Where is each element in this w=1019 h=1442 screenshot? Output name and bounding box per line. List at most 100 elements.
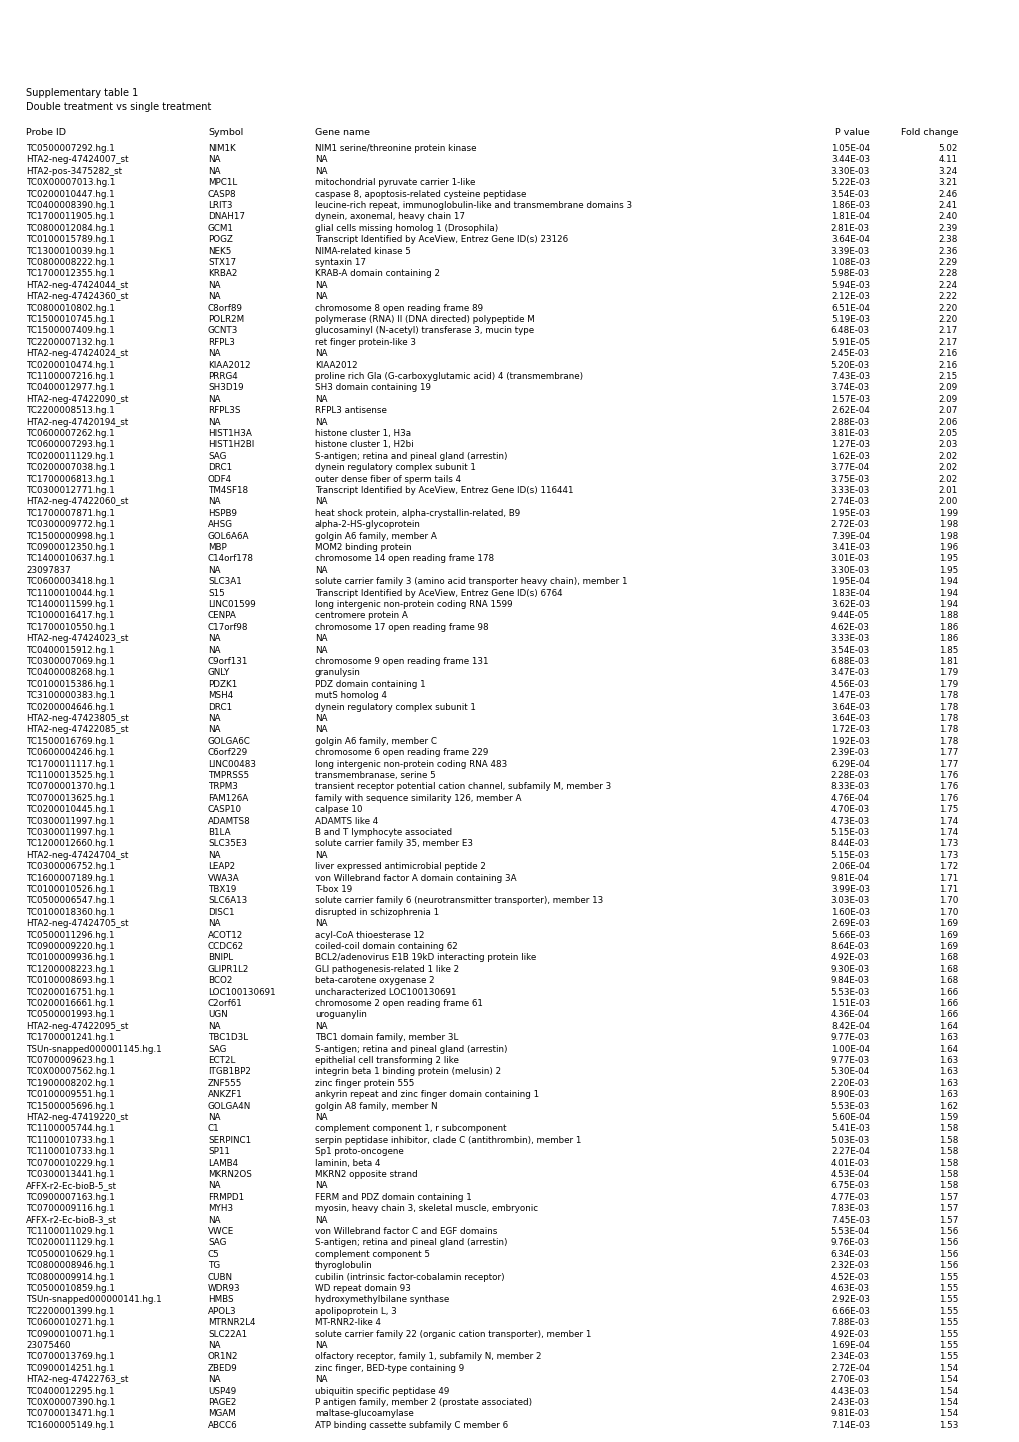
Text: TM4SF18: TM4SF18 <box>208 486 248 495</box>
Text: 1.68: 1.68 <box>937 976 957 985</box>
Text: PDZ domain containing 1: PDZ domain containing 1 <box>315 679 425 689</box>
Text: 2.05: 2.05 <box>937 430 957 438</box>
Text: TC1100010733.hg.1: TC1100010733.hg.1 <box>25 1148 115 1156</box>
Text: NA: NA <box>208 1181 220 1191</box>
Text: 3.77E-04: 3.77E-04 <box>829 463 869 472</box>
Text: WD repeat domain 93: WD repeat domain 93 <box>315 1283 411 1293</box>
Text: 3.47E-03: 3.47E-03 <box>829 669 869 678</box>
Text: NA: NA <box>208 646 220 655</box>
Text: LRIT3: LRIT3 <box>208 200 232 211</box>
Text: 2.39: 2.39 <box>937 224 957 232</box>
Text: 1.73: 1.73 <box>937 839 957 848</box>
Text: TC0100018360.hg.1: TC0100018360.hg.1 <box>25 908 115 917</box>
Text: TC0700009116.hg.1: TC0700009116.hg.1 <box>25 1204 114 1213</box>
Text: TC0100008693.hg.1: TC0100008693.hg.1 <box>25 976 115 985</box>
Text: 7.45E-03: 7.45E-03 <box>829 1216 869 1224</box>
Text: NA: NA <box>208 349 220 358</box>
Text: golgin A6 family, member C: golgin A6 family, member C <box>315 737 436 746</box>
Text: TC1500005696.hg.1: TC1500005696.hg.1 <box>25 1102 114 1110</box>
Text: MT-RNR2-like 4: MT-RNR2-like 4 <box>315 1318 381 1327</box>
Text: Symbol: Symbol <box>208 128 243 137</box>
Text: TC0X00007562.hg.1: TC0X00007562.hg.1 <box>25 1067 115 1076</box>
Text: HTA2-neg-47424704_st: HTA2-neg-47424704_st <box>25 851 128 859</box>
Text: 6.66E-03: 6.66E-03 <box>830 1306 869 1315</box>
Text: 3.64E-03: 3.64E-03 <box>830 702 869 711</box>
Text: 9.44E-05: 9.44E-05 <box>830 611 869 620</box>
Text: hydroxymethylbilane synthase: hydroxymethylbilane synthase <box>315 1295 448 1305</box>
Text: NA: NA <box>208 1216 220 1224</box>
Text: ankyrin repeat and zinc finger domain containing 1: ankyrin repeat and zinc finger domain co… <box>315 1090 539 1099</box>
Text: TSUn-snapped000000141.hg.1: TSUn-snapped000000141.hg.1 <box>25 1295 161 1305</box>
Text: serpin peptidase inhibitor, clade C (antithrombin), member 1: serpin peptidase inhibitor, clade C (ant… <box>315 1136 581 1145</box>
Text: 3.81E-03: 3.81E-03 <box>829 430 869 438</box>
Text: 1.98: 1.98 <box>937 532 957 541</box>
Text: TC0500011296.hg.1: TC0500011296.hg.1 <box>25 930 114 940</box>
Text: POGZ: POGZ <box>208 235 232 244</box>
Text: 4.52E-03: 4.52E-03 <box>830 1273 869 1282</box>
Text: 1.66: 1.66 <box>937 1011 957 1019</box>
Text: 3.64E-04: 3.64E-04 <box>830 235 869 244</box>
Text: 6.34E-03: 6.34E-03 <box>830 1250 869 1259</box>
Text: disrupted in schizophrenia 1: disrupted in schizophrenia 1 <box>315 908 439 917</box>
Text: long intergenic non-protein coding RNA 483: long intergenic non-protein coding RNA 4… <box>315 760 506 769</box>
Text: HTA2-neg-47424360_st: HTA2-neg-47424360_st <box>25 293 128 301</box>
Text: 4.36E-04: 4.36E-04 <box>830 1011 869 1019</box>
Text: KIAA2012: KIAA2012 <box>315 360 358 369</box>
Text: 7.88E-03: 7.88E-03 <box>829 1318 869 1327</box>
Text: 1.56: 1.56 <box>937 1250 957 1259</box>
Text: uncharacterized LOC100130691: uncharacterized LOC100130691 <box>315 988 457 996</box>
Text: 3.99E-03: 3.99E-03 <box>830 885 869 894</box>
Text: TC1600007189.hg.1: TC1600007189.hg.1 <box>25 874 114 883</box>
Text: 2.16: 2.16 <box>937 349 957 358</box>
Text: 2.01: 2.01 <box>937 486 957 495</box>
Text: TC0900009220.hg.1: TC0900009220.hg.1 <box>25 942 114 952</box>
Text: NA: NA <box>208 725 220 734</box>
Text: FAM126A: FAM126A <box>208 793 248 803</box>
Text: NA: NA <box>315 497 327 506</box>
Text: SP11: SP11 <box>208 1148 229 1156</box>
Text: PDZK1: PDZK1 <box>208 679 237 689</box>
Text: TC0700013625.hg.1: TC0700013625.hg.1 <box>25 793 115 803</box>
Text: 3.33E-03: 3.33E-03 <box>829 486 869 495</box>
Text: TBX19: TBX19 <box>208 885 236 894</box>
Text: chromosome 9 open reading frame 131: chromosome 9 open reading frame 131 <box>315 658 488 666</box>
Text: TC0100015386.hg.1: TC0100015386.hg.1 <box>25 679 115 689</box>
Text: 1.69: 1.69 <box>937 919 957 929</box>
Text: BCL2/adenovirus E1B 19kD interacting protein like: BCL2/adenovirus E1B 19kD interacting pro… <box>315 953 536 962</box>
Text: 2.46: 2.46 <box>937 189 957 199</box>
Text: 9.77E-03: 9.77E-03 <box>829 1034 869 1043</box>
Text: HIST1H2BI: HIST1H2BI <box>208 440 254 450</box>
Text: 1.79: 1.79 <box>937 679 957 689</box>
Text: 1.55: 1.55 <box>937 1330 957 1338</box>
Text: 1.64: 1.64 <box>937 1044 957 1054</box>
Text: TC0400012977.hg.1: TC0400012977.hg.1 <box>25 384 114 392</box>
Text: GCNT3: GCNT3 <box>208 326 238 336</box>
Text: MKRN2 opposite strand: MKRN2 opposite strand <box>315 1169 417 1180</box>
Text: 9.81E-04: 9.81E-04 <box>830 874 869 883</box>
Text: 3.54E-03: 3.54E-03 <box>829 646 869 655</box>
Text: 3.75E-03: 3.75E-03 <box>829 474 869 483</box>
Text: TC0300011997.hg.1: TC0300011997.hg.1 <box>25 816 114 826</box>
Text: 1.71: 1.71 <box>937 874 957 883</box>
Text: TC1100010733.hg.1: TC1100010733.hg.1 <box>25 1136 115 1145</box>
Text: VWCE: VWCE <box>208 1227 234 1236</box>
Text: Fold change: Fold change <box>900 128 957 137</box>
Text: TC1600005149.hg.1: TC1600005149.hg.1 <box>25 1420 114 1430</box>
Text: TC0100015789.hg.1: TC0100015789.hg.1 <box>25 235 115 244</box>
Text: 23075460: 23075460 <box>25 1341 70 1350</box>
Text: TC1200008223.hg.1: TC1200008223.hg.1 <box>25 965 114 973</box>
Text: long intergenic non-protein coding RNA 1599: long intergenic non-protein coding RNA 1… <box>315 600 513 609</box>
Text: 1.68: 1.68 <box>937 953 957 962</box>
Text: HTA2-neg-47424024_st: HTA2-neg-47424024_st <box>25 349 128 358</box>
Text: HTA2-neg-47422095_st: HTA2-neg-47422095_st <box>25 1022 128 1031</box>
Text: GLI pathogenesis-related 1 like 2: GLI pathogenesis-related 1 like 2 <box>315 965 459 973</box>
Text: 1.70: 1.70 <box>937 897 957 906</box>
Text: TC1500007409.hg.1: TC1500007409.hg.1 <box>25 326 115 336</box>
Text: HTA2-neg-47422090_st: HTA2-neg-47422090_st <box>25 395 128 404</box>
Text: 2.22: 2.22 <box>937 293 957 301</box>
Text: histone cluster 1, H2bi: histone cluster 1, H2bi <box>315 440 414 450</box>
Text: TC2200001399.hg.1: TC2200001399.hg.1 <box>25 1306 114 1315</box>
Text: 1.78: 1.78 <box>937 737 957 746</box>
Text: beta-carotene oxygenase 2: beta-carotene oxygenase 2 <box>315 976 434 985</box>
Text: 2.38: 2.38 <box>937 235 957 244</box>
